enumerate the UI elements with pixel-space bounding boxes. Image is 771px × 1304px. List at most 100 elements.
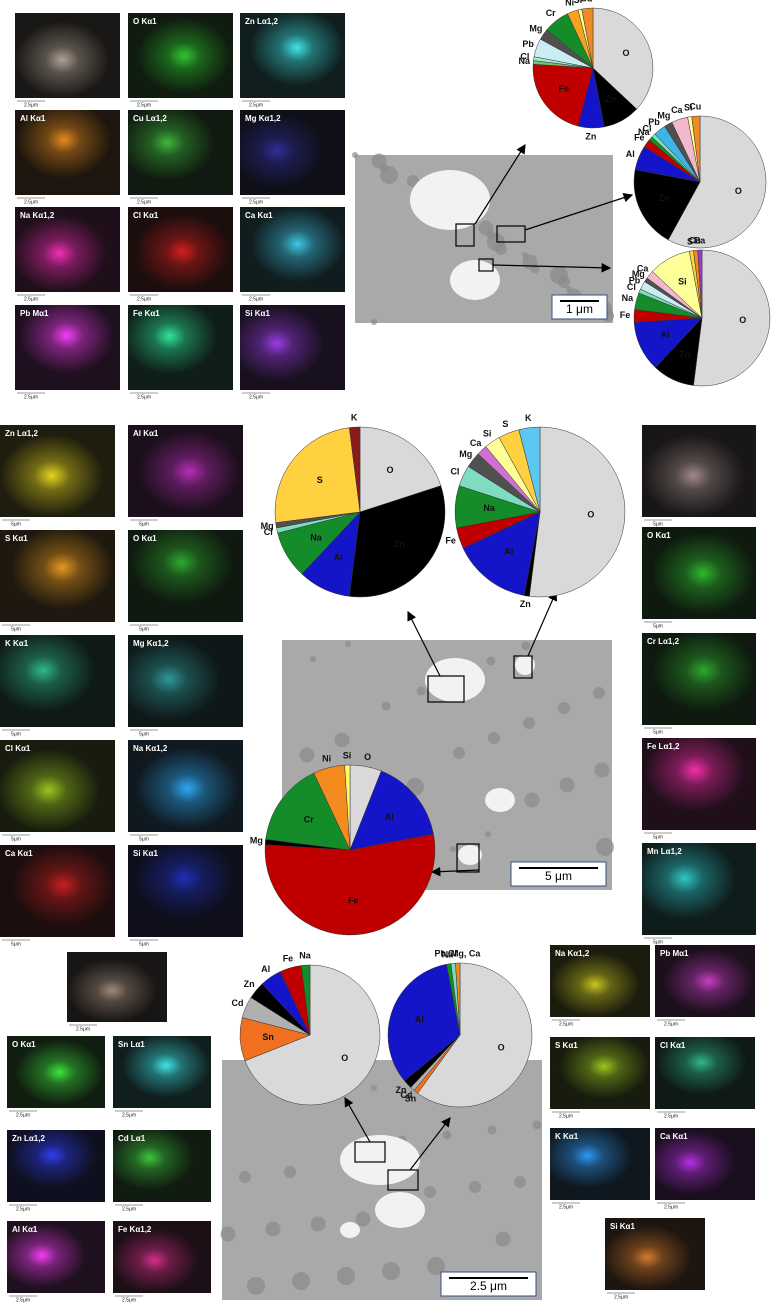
slice-label: Al: [261, 964, 270, 974]
scale-label: 5μm: [653, 729, 663, 735]
arrow: [492, 262, 612, 273]
slice-label: Ca: [637, 263, 649, 273]
map-tile: [113, 1221, 211, 1293]
map-label: Mn Lα1,2: [647, 847, 682, 856]
map-label: Na Kα1,2: [555, 949, 590, 958]
map-tile: [642, 527, 756, 619]
slice-label: Cl: [642, 123, 651, 133]
map-label: S Kα1: [5, 534, 28, 543]
map-label: Zn Lα1,2: [245, 17, 278, 26]
slice-label: K: [525, 413, 532, 423]
map-label: O Kα1: [133, 534, 157, 543]
slice-label: O: [735, 186, 742, 196]
arrow: [524, 193, 634, 231]
slice-label: Si: [678, 277, 687, 287]
sem-spot: [334, 732, 350, 748]
sem-spot: [532, 1120, 542, 1130]
sem-spot: [292, 1272, 310, 1290]
scale-label: 2.5μm: [137, 102, 151, 108]
sem-spot: [355, 1211, 371, 1227]
map-tile: [128, 635, 243, 727]
sem-spot: [239, 1171, 251, 1183]
scale-label: 2.5μm: [137, 296, 151, 302]
map-label: Na Kα1,2: [20, 211, 55, 220]
slice-label: S: [317, 475, 323, 485]
scale-label: 5μm: [11, 731, 21, 737]
scale-label: 5μm: [139, 836, 149, 842]
arrow: [409, 1117, 451, 1171]
pie-slice: [455, 962, 461, 1036]
region-box: [455, 223, 475, 247]
slice-label: Si: [574, 0, 583, 5]
scale-label: 2.5μm: [24, 199, 38, 205]
map-label: Pb Mα1: [660, 949, 689, 958]
scale-label: 2.5μm: [664, 1113, 678, 1119]
map-tile: [0, 530, 115, 622]
slice-label: Al: [385, 812, 394, 822]
map-tile: [550, 945, 650, 1017]
map-tile: [642, 633, 756, 725]
sem-spot: [488, 732, 500, 744]
particle: [450, 260, 500, 300]
slice-label: Zn: [244, 979, 255, 989]
slice-label: Pb: [522, 39, 534, 49]
sem-spot: [521, 641, 531, 651]
scale-label: 2.5μm: [559, 1204, 573, 1210]
scale-label: 2.5μm: [249, 102, 263, 108]
slice-label: O: [364, 752, 371, 762]
pie-slice: [359, 426, 442, 513]
slice-label: Na: [442, 949, 454, 959]
scale-label: 2.5μm: [16, 1206, 30, 1212]
map-tile: [128, 13, 233, 98]
pie-slice: [691, 115, 701, 183]
map-tile: [642, 425, 756, 517]
map-tile: [128, 425, 243, 517]
slice-label: Zn: [659, 193, 670, 203]
pie-slice: [417, 962, 533, 1108]
pie-slice: [581, 7, 594, 69]
map-tile: [0, 845, 115, 937]
map-label: Al Kα1: [12, 1225, 38, 1234]
map-tile: [15, 305, 120, 390]
map-label: O Kα1: [647, 531, 671, 540]
slice-label: Ba: [694, 235, 706, 245]
particle: [340, 1135, 420, 1185]
scale-label: 2.5μm: [664, 1204, 678, 1210]
slice-label: O: [587, 510, 594, 520]
scale-label: 5μm: [11, 836, 21, 842]
slice-label: Pb, Mg, Ca: [434, 948, 481, 958]
slice-label: Al: [504, 547, 513, 557]
map-tile: [7, 1130, 105, 1202]
slice-label: O: [623, 48, 630, 58]
map-label: Fe Kα1: [133, 309, 160, 318]
slice-label: Mg: [632, 269, 645, 279]
slice-label: Fe: [634, 132, 645, 142]
map-label: Cr Lα1,2: [647, 637, 680, 646]
map-label: Sn Lα1: [118, 1040, 145, 1049]
sem-spot: [381, 701, 391, 711]
arrow: [407, 610, 441, 677]
slice-label: Ca: [470, 438, 482, 448]
slice-label: Sn: [405, 1093, 417, 1103]
slice-label: Cr: [546, 8, 556, 18]
particle: [425, 658, 485, 702]
pie-slice: [667, 115, 767, 249]
sem-spot: [424, 1186, 436, 1198]
scale-label: 5μm: [139, 626, 149, 632]
slice-label: Cd: [400, 1090, 412, 1100]
slice-label: Fe: [559, 84, 570, 94]
sem-spot: [453, 747, 465, 759]
sem-spot: [352, 152, 358, 158]
sem-spot: [559, 777, 575, 793]
sem-spot: [371, 153, 387, 169]
map-label: Al Kα1: [133, 429, 159, 438]
map-label: Si Kα1: [610, 1222, 635, 1231]
map-tile: [15, 13, 120, 98]
slice-label: Fe: [445, 535, 456, 545]
slice-label: Al: [334, 553, 343, 563]
slice-label: Si: [483, 429, 492, 439]
slice-label: Zn: [605, 94, 616, 104]
pie-slice: [387, 963, 461, 1082]
scale-box: [510, 861, 607, 887]
